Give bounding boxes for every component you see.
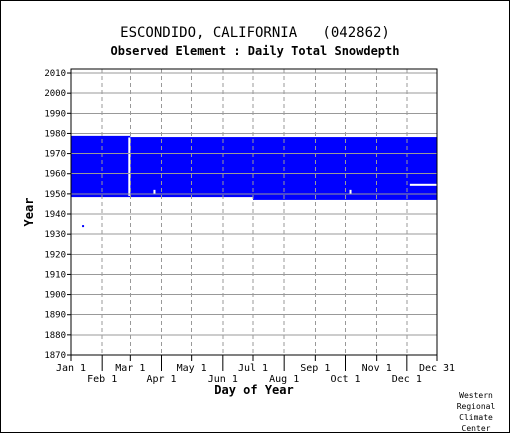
y-tick-label: 1870: [44, 351, 66, 361]
y-tick-label: 1940: [44, 210, 66, 220]
x-tick-label: Sep 1: [300, 363, 330, 374]
y-tick-label: 1900: [44, 291, 66, 301]
x-tick-label: Dec 1: [392, 374, 422, 385]
y-tick-label: 1890: [44, 311, 66, 321]
plot-border: [70, 68, 438, 356]
y-tick-label: 1910: [44, 270, 66, 280]
y-tick-label: 1970: [44, 150, 66, 160]
chart-subtitle: Observed Element : Daily Total Snowdepth: [110, 44, 400, 58]
x-axis-label: Day of Year: [214, 383, 293, 397]
data-region: [252, 137, 437, 200]
x-tick-label: Jul 1: [238, 363, 268, 374]
y-tick-label: 1960: [44, 170, 66, 180]
data-point: [422, 160, 425, 163]
y-axis-label: Year: [22, 198, 36, 227]
x-tick-label: Jan 1: [56, 363, 86, 374]
x-tick-label: Oct 1: [330, 374, 360, 385]
credit-line: Western: [459, 391, 493, 400]
plot-area: [71, 69, 437, 355]
y-tick-label: 1990: [44, 109, 66, 119]
x-tick-label: Aug 1: [269, 374, 299, 385]
missing-gap: [128, 137, 131, 196]
y-tick-label: 1980: [44, 129, 66, 139]
y-tick-label: 1930: [44, 230, 66, 240]
x-tick-label: May 1: [177, 363, 207, 374]
x-tick-label: Nov 1: [362, 363, 392, 374]
y-tick-label: 2000: [44, 89, 66, 99]
chart-title: ESCONDIDO, CALIFORNIA (042862): [120, 25, 390, 41]
data-point: [82, 225, 85, 228]
data-region: [71, 135, 131, 198]
x-tick-label: Mar 1: [115, 363, 145, 374]
x-tick-label: Feb 1: [87, 374, 117, 385]
missing-gap: [153, 189, 156, 194]
credit-text: Western Regional Climate Center: [452, 390, 500, 434]
credit-line: Center: [461, 424, 491, 433]
y-tick-label: 1950: [44, 190, 66, 200]
missing-gap: [349, 189, 352, 194]
x-tick-label: Apr 1: [146, 374, 176, 385]
credit-line: Regional: [456, 402, 496, 411]
missing-gap: [409, 183, 437, 186]
y-tick-label: 1880: [44, 331, 66, 341]
credit-line: Climate: [459, 413, 493, 422]
y-tick-label: 2010: [44, 69, 66, 79]
x-tick-label: Jun 1: [208, 374, 238, 385]
y-tick-label: 1920: [44, 250, 66, 260]
x-tick-label: Dec 31: [419, 363, 455, 374]
